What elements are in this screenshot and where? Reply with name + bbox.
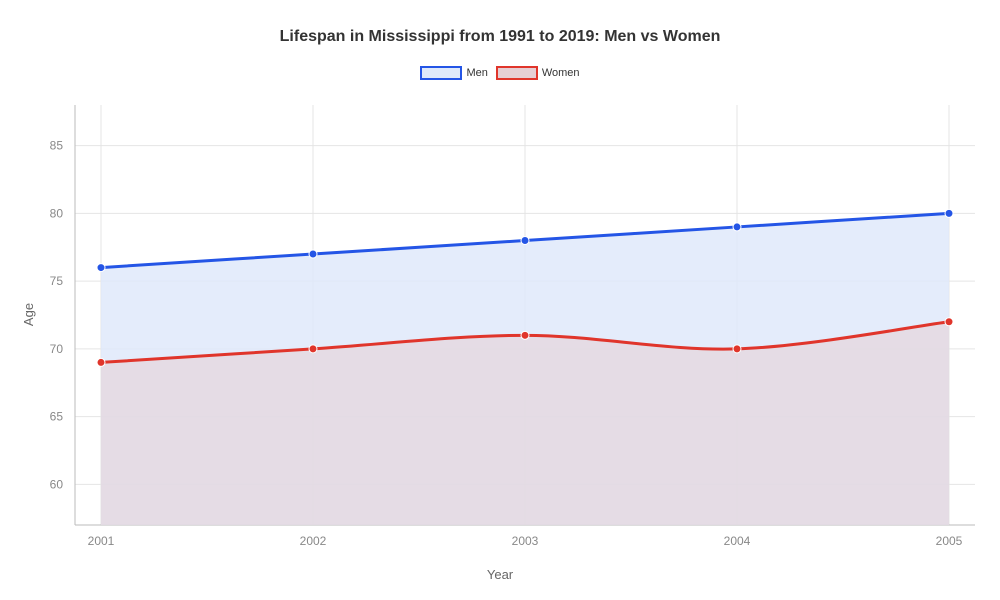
svg-text:2004: 2004: [724, 534, 751, 548]
plot-area: 60657075808520012002200320042005: [75, 105, 975, 525]
svg-text:80: 80: [50, 206, 64, 220]
svg-text:85: 85: [50, 139, 64, 153]
data-point[interactable]: [945, 318, 953, 326]
data-point[interactable]: [97, 358, 105, 366]
svg-text:2005: 2005: [936, 534, 963, 548]
svg-text:65: 65: [50, 410, 64, 424]
data-point[interactable]: [521, 236, 529, 244]
svg-text:70: 70: [50, 342, 64, 356]
svg-text:60: 60: [50, 477, 64, 491]
svg-text:2003: 2003: [512, 534, 539, 548]
chart-svg: 60657075808520012002200320042005: [75, 105, 975, 525]
svg-text:2001: 2001: [88, 534, 115, 548]
legend-swatch: [496, 66, 538, 80]
legend-swatch: [420, 66, 462, 80]
legend: Men Women: [0, 66, 1000, 80]
legend-item[interactable]: Women: [496, 66, 580, 80]
data-point[interactable]: [521, 331, 529, 339]
data-point[interactable]: [945, 209, 953, 217]
data-point[interactable]: [733, 223, 741, 231]
data-point[interactable]: [97, 264, 105, 272]
svg-text:75: 75: [50, 274, 64, 288]
y-axis-label: Age: [21, 303, 36, 326]
chart-container: Lifespan in Mississippi from 1991 to 201…: [0, 0, 1000, 600]
data-point[interactable]: [309, 345, 317, 353]
svg-text:2002: 2002: [300, 534, 327, 548]
legend-item[interactable]: Men: [420, 66, 487, 80]
data-point[interactable]: [733, 345, 741, 353]
chart-title: Lifespan in Mississippi from 1991 to 201…: [0, 28, 1000, 46]
x-axis-label: Year: [0, 567, 1000, 582]
legend-label: Men: [466, 67, 487, 79]
legend-label: Women: [542, 67, 580, 79]
data-point[interactable]: [309, 250, 317, 258]
